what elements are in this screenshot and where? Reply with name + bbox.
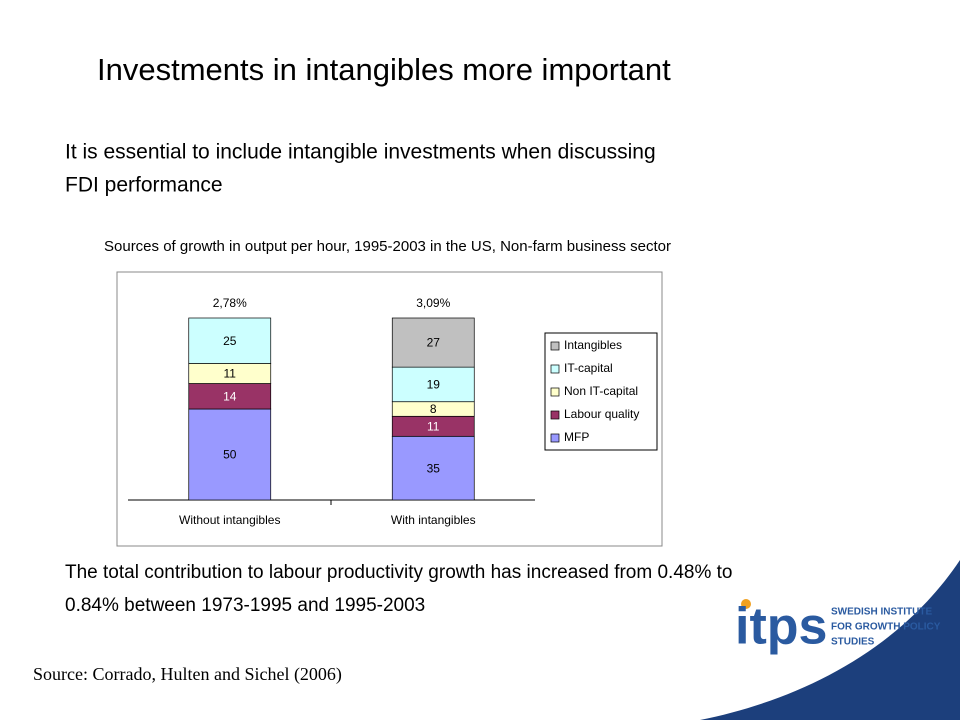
legend-label: IT-capital — [564, 361, 613, 375]
chart-title: Sources of growth in output per hour, 19… — [104, 238, 671, 255]
bar-segment — [391, 317, 475, 368]
logo-name: itps — [735, 598, 827, 656]
legend — [544, 332, 658, 451]
legend-swatch — [550, 410, 560, 420]
legend-label: Labour quality — [564, 407, 639, 421]
data-label: 19 — [427, 378, 441, 392]
data-label: 35 — [427, 461, 441, 475]
data-label: 25 — [223, 334, 237, 348]
bar-segment — [391, 435, 475, 501]
legend-swatch — [550, 433, 560, 443]
total-label: 3,09% — [416, 296, 450, 310]
intro-line: FDI performance — [65, 174, 223, 197]
x-tick-label: With intangibles — [391, 513, 476, 527]
legend-label: Intangibles — [564, 338, 622, 352]
bar-segment — [188, 383, 272, 410]
legend-swatch — [550, 341, 560, 351]
swoosh — [700, 560, 960, 720]
note-line: The total contribution to labour product… — [65, 562, 732, 583]
logo-text: SWEDISH INSTITUTE — [831, 607, 932, 618]
bar-segment — [188, 408, 272, 501]
intro-line: It is essential to include intangible in… — [65, 141, 656, 164]
data-label: 27 — [427, 336, 441, 350]
legend-label: Non IT-capital — [564, 384, 638, 398]
total-label: 2,78% — [213, 296, 247, 310]
data-label: 11 — [427, 419, 440, 433]
logo-dot — [741, 599, 751, 609]
data-label: 14 — [223, 389, 237, 403]
logo-text: FOR GROWTH POLICY — [831, 622, 941, 633]
legend-swatch — [550, 364, 560, 374]
data-label: 50 — [223, 448, 237, 462]
bar-segment — [188, 317, 272, 364]
x-tick-label: Without intangibles — [179, 513, 280, 527]
legend-label: MFP — [564, 430, 589, 444]
data-label: 8 — [430, 402, 437, 416]
slide-title: Investments in intangibles more importan… — [97, 52, 671, 87]
logo-text: STUDIES — [831, 637, 875, 648]
data-label: 11 — [224, 367, 237, 381]
source: Source: Corrado, Hulten and Sichel (2006… — [33, 664, 342, 685]
bar-segment — [391, 366, 475, 403]
legend-swatch — [550, 387, 560, 397]
note-line: 0.84% between 1973-1995 and 1995-2003 — [65, 595, 425, 616]
